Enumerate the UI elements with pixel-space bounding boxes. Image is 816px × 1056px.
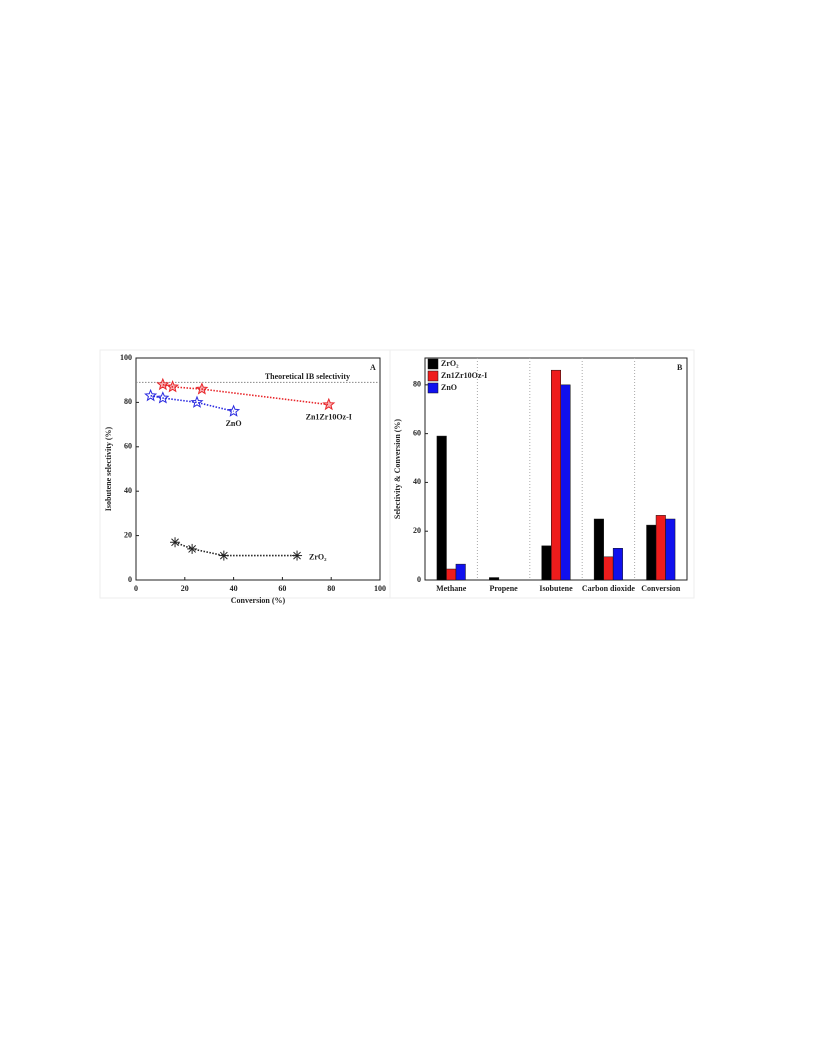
trend-line (150, 394, 234, 413)
bar (551, 369, 561, 581)
bar (560, 384, 571, 581)
bar (655, 515, 666, 581)
data-point (187, 543, 198, 554)
data-point (218, 550, 229, 561)
y-tick-label: 60 (413, 428, 421, 437)
bar (593, 518, 604, 581)
series-label: ZrO₂ (309, 552, 327, 561)
series-label: ZnO (226, 419, 242, 428)
x-tick-label: 100 (374, 584, 386, 593)
data-point (195, 382, 209, 395)
x-tick-label: 80 (327, 584, 335, 593)
data-point (144, 388, 158, 402)
x-tick-label: 60 (278, 584, 286, 593)
panel-frame (389, 349, 695, 599)
x-tick-label: Methane (436, 584, 467, 593)
bar (455, 563, 466, 581)
marker-shape (195, 382, 209, 395)
data-point (322, 397, 336, 411)
bar (489, 577, 500, 581)
y-tick-label: 80 (413, 380, 421, 389)
y-tick-label: 20 (124, 530, 132, 539)
y-tick-label: 80 (124, 397, 132, 406)
x-axis-label: Conversion (%) (231, 596, 286, 605)
bar (436, 435, 447, 581)
y-axis-label: Selectivity & Conversion (%) (393, 419, 402, 520)
data-point (170, 537, 181, 548)
marker-shape (190, 395, 204, 408)
data-point (292, 550, 303, 561)
y-tick-label: 100 (120, 353, 132, 362)
series-label: Zn1Zr10Oz-I (306, 412, 352, 421)
marker-shape (166, 380, 180, 393)
marker-shape (156, 377, 170, 391)
y-tick-label: 40 (413, 477, 421, 486)
legend-label: ZnO (441, 383, 457, 392)
panel-label: A (370, 363, 376, 372)
data-point (156, 391, 170, 404)
x-tick-label: 0 (134, 584, 138, 593)
y-tick-label: 40 (124, 486, 132, 495)
plot-frame (135, 357, 381, 581)
y-axis-label: Isobutene selectivity (%) (104, 426, 113, 511)
data-point (166, 380, 180, 393)
marker-stroke (219, 551, 228, 560)
legend-swatch (427, 370, 439, 382)
legend-label: ZrO₂ (441, 359, 459, 368)
legend: ZrO₂ Zn1Zr10Oz-I ZnO (427, 358, 487, 394)
data-point (156, 377, 170, 391)
bar (646, 524, 657, 581)
marker-shape (144, 388, 158, 402)
y-tick-label: 60 (124, 442, 132, 451)
marker-stroke (171, 538, 179, 547)
bar (541, 545, 552, 581)
marker-stroke (293, 551, 301, 560)
legend-swatch (427, 358, 439, 370)
x-tick-label: Conversion (641, 584, 681, 593)
x-tick-label: Carbon dioxide (582, 584, 636, 593)
y-tick-label: 20 (413, 526, 421, 535)
bar (446, 568, 457, 581)
x-tick-label: Propene (489, 584, 518, 593)
x-tick-label: Isobutene (539, 584, 573, 593)
bar (603, 556, 614, 581)
marker-stroke (188, 545, 197, 553)
data-point (227, 404, 241, 417)
legend-swatch (427, 382, 439, 394)
data-point (190, 395, 204, 408)
y-tick-label: 0 (417, 575, 421, 584)
trend-line (174, 541, 297, 557)
marker-shape (227, 404, 241, 417)
bar (665, 518, 676, 581)
marker-shape (156, 391, 170, 404)
legend-label: Zn1Zr10Oz-I (441, 371, 487, 380)
x-tick-label: 20 (181, 584, 189, 593)
bar (612, 548, 623, 581)
reference-label: Theoretical IB selectivity (265, 372, 350, 381)
marker-shape (322, 397, 336, 411)
y-tick-label: 0 (128, 575, 132, 584)
x-tick-label: 40 (230, 584, 238, 593)
trend-line (162, 383, 329, 406)
panel-label: B (677, 363, 683, 372)
